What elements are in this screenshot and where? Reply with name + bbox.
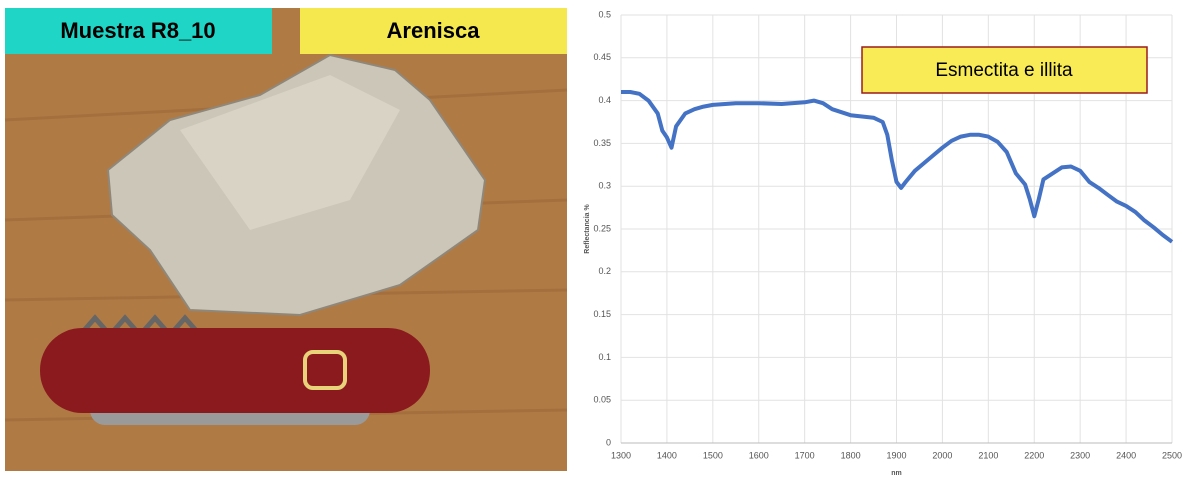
x-tick-label: 2400 <box>1116 450 1136 460</box>
sample-label: Muestra R8_10 <box>60 18 215 43</box>
chart: 0 0.05 0.1 0.15 0.2 0.25 0.3 0.35 0.4 0.45 0.5 1300… <box>584 9 1182 476</box>
y-tick-label: 0.4 <box>598 95 611 105</box>
x-tick-label: 1700 <box>795 450 815 460</box>
rock-label: Arenisca <box>387 18 481 43</box>
y-axis-label: Reflectancia % <box>584 204 591 254</box>
data-line <box>621 90 1174 244</box>
x-tick-label: 2100 <box>978 450 998 460</box>
rock-face <box>180 75 400 230</box>
rock-box <box>300 8 567 54</box>
x-tick-label: 1800 <box>841 450 861 460</box>
x-tick-label: 2300 <box>1070 450 1090 460</box>
x-axis-label: nm <box>891 470 902 477</box>
y-tick-label: 0.35 <box>593 138 611 148</box>
y-tick-label: 0.2 <box>598 266 611 276</box>
y-tick-label: 0.1 <box>598 352 611 362</box>
x-tick-label: 1400 <box>657 450 677 460</box>
y-tick-label: 0.05 <box>593 395 611 405</box>
x-tick-label: 1900 <box>886 450 906 460</box>
y-tick-label: 0 <box>606 437 611 447</box>
x-tick-label: 2200 <box>1024 450 1044 460</box>
y-tick-label: 0.3 <box>598 181 611 191</box>
x-tick-label: 2500 <box>1162 450 1182 460</box>
x-tick-label: 2000 <box>932 450 952 460</box>
knife-logo <box>303 350 347 390</box>
sample-box <box>5 8 272 54</box>
y-tick-label: 0.25 <box>593 223 611 233</box>
y-tick-label: 0.15 <box>593 309 611 319</box>
y-tick-label: 0.45 <box>593 52 611 62</box>
x-tick-label: 1300 <box>611 450 631 460</box>
photo: Muestra R8_10 Arenisca <box>4 8 568 471</box>
x-tick-label: 1500 <box>703 450 723 460</box>
knife <box>40 328 430 413</box>
x-tick-label: 1600 <box>749 450 769 460</box>
annotation: Esmectita e illita <box>935 60 1073 81</box>
annotation-box <box>861 46 1148 94</box>
y-tick-label: 0.5 <box>598 9 611 19</box>
